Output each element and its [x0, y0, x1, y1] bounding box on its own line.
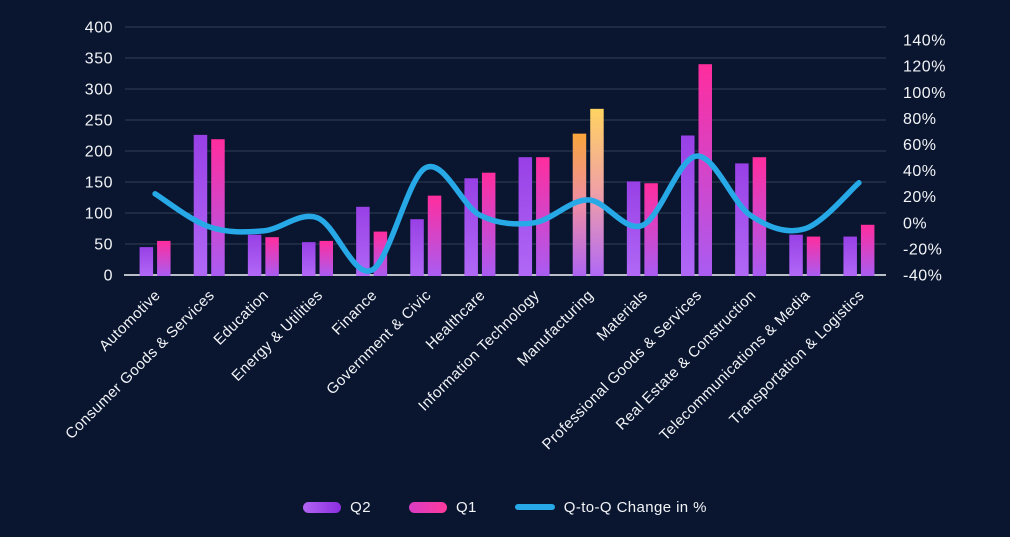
right-axis-tick-labels: -40% -20% 0% 20% 40% 60% 80% 100% 120% 140% — [903, 33, 946, 285]
left-axis-tick-label: 250 — [85, 113, 113, 130]
left-axis-tick-label: 350 — [85, 51, 113, 68]
bar-q1-healthcare[interactable] — [481, 172, 496, 276]
legend-label-qtoq-change: Q-to-Q Change in % — [563, 498, 707, 516]
category-label-energy-utilities: Energy & Utilities — [228, 287, 326, 385]
chart-plot-area: 0 50 100 150 200 250 300 350 400 -40% -20% 0% 20% 40… — [62, 20, 946, 454]
bar-q2-transportation-logistics[interactable] — [843, 236, 857, 276]
legend-label-q2: Q2 — [350, 498, 371, 516]
bar-q1-telecommunications-media[interactable] — [806, 236, 821, 276]
bar-q1-information-technology[interactable] — [536, 157, 550, 276]
category-label-government-civic: Government & Civic — [323, 287, 434, 398]
left-axis-tick-label: 400 — [85, 20, 113, 37]
qtoq-change-line[interactable] — [152, 153, 862, 274]
left-axis-tick-label: 200 — [85, 144, 113, 161]
right-axis-tick-label: -20% — [903, 241, 942, 258]
bar-q2-consumer-goods-services[interactable] — [193, 134, 208, 276]
left-axis-tick-label: 300 — [85, 82, 113, 99]
q2-bar-swatch-icon — [303, 501, 342, 513]
bar-q1-transportation-logistics[interactable] — [860, 224, 875, 276]
bar-q2-finance[interactable] — [356, 206, 370, 276]
right-axis-tick-label: 140% — [903, 33, 946, 50]
gridlines — [125, 26, 886, 245]
category-label-materials: Materials — [594, 287, 652, 345]
legend-item-q2[interactable]: Q2 — [303, 499, 371, 516]
bar-q1-materials[interactable] — [644, 183, 658, 276]
right-axis-tick-label: 40% — [903, 163, 937, 180]
trend-line-swatch-icon — [514, 504, 555, 510]
left-axis-tick-label: 100 — [85, 206, 113, 223]
legend-item-q1[interactable]: Q1 — [408, 498, 477, 516]
bar-q2-telecommunications-media[interactable] — [789, 234, 803, 276]
q1-bar-swatch-icon — [408, 501, 447, 513]
bar-q1-government-civic[interactable] — [427, 195, 442, 276]
right-axis-tick-label: 60% — [903, 137, 937, 154]
bar-q1-real-estate-construction[interactable] — [752, 157, 767, 276]
right-axis-tick-label: 100% — [903, 85, 946, 102]
bar-q1-education[interactable] — [265, 237, 279, 276]
bar-series — [139, 64, 875, 277]
bar-q2-education[interactable] — [247, 234, 262, 276]
left-axis-tick-label: 0 — [104, 268, 113, 285]
bar-q2-real-estate-construction[interactable] — [735, 163, 749, 276]
chart-legend: Q2 Q1 Q-to-Q Change in % — [0, 496, 1010, 518]
right-axis-tick-label: -40% — [903, 268, 942, 285]
legend-label-q1: Q1 — [455, 498, 477, 516]
bar-q1-energy-utilities[interactable] — [319, 240, 334, 276]
bar-q2-healthcare[interactable] — [464, 178, 478, 276]
legend-item-qtoq-change[interactable]: Q-to-Q Change in % — [514, 498, 707, 516]
left-axis-tick-label: 150 — [85, 175, 113, 192]
right-axis-tick-label: 120% — [903, 59, 946, 76]
bar-q2-government-civic[interactable] — [410, 219, 424, 276]
bar-q2-professional-goods-services[interactable] — [681, 135, 695, 277]
bar-q2-manufacturing[interactable] — [572, 133, 587, 276]
bar-q2-information-technology[interactable] — [518, 157, 533, 276]
bar-q1-consumer-goods-services[interactable] — [211, 139, 225, 276]
left-axis-tick-labels: 0 50 100 150 200 250 300 350 400 — [85, 20, 113, 285]
category-label-finance: Finance — [329, 287, 381, 339]
bar-q1-manufacturing[interactable] — [590, 108, 604, 276]
trend-line-series — [152, 153, 862, 274]
bar-q2-automotive[interactable] — [139, 247, 154, 276]
bar-q1-professional-goods-services[interactable] — [698, 64, 713, 276]
left-axis-tick-label: 50 — [94, 237, 113, 254]
bar-q1-automotive[interactable] — [157, 240, 171, 276]
right-axis-tick-label: 80% — [903, 111, 937, 128]
right-axis-tick-label: 20% — [903, 189, 937, 206]
bar-q2-energy-utilities[interactable] — [302, 242, 316, 276]
right-axis-tick-label: 0% — [903, 215, 927, 232]
